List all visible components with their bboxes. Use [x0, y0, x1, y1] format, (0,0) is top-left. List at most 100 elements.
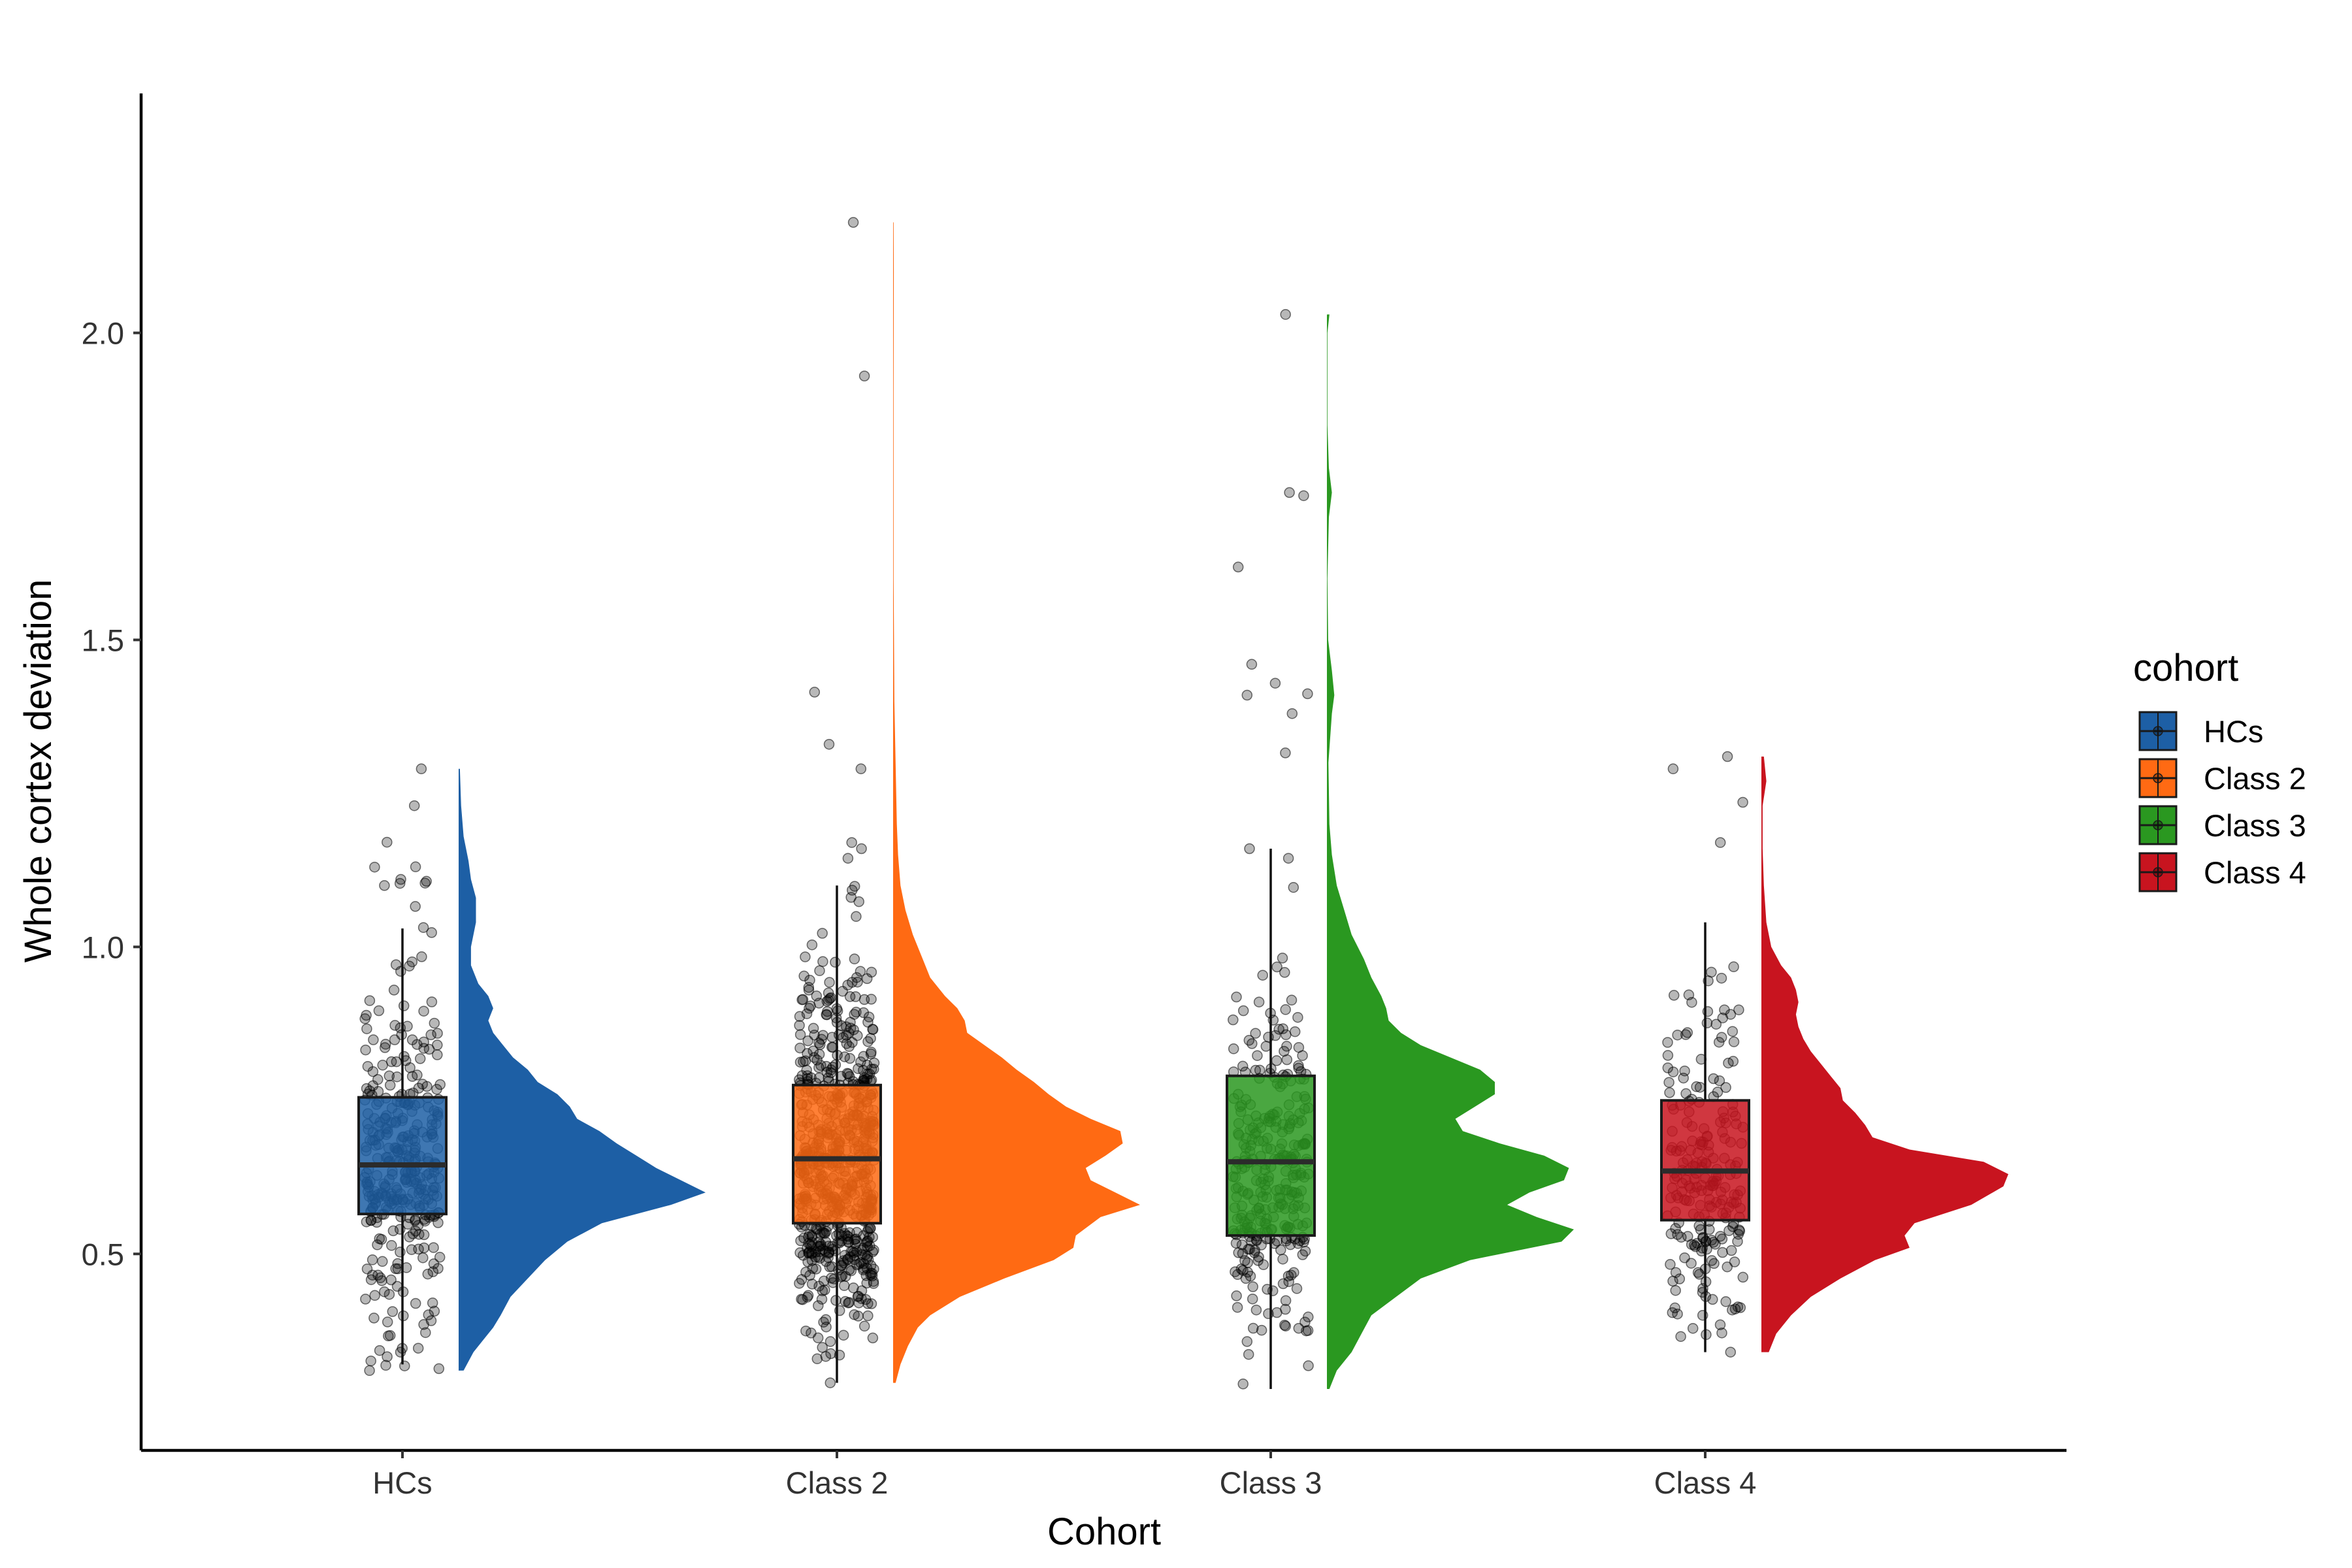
- data-point: [1252, 1255, 1264, 1266]
- data-point: [801, 1008, 813, 1019]
- data-point: [1728, 1036, 1740, 1047]
- data-point: [838, 1280, 850, 1292]
- density-layer: [459, 222, 2008, 1390]
- data-point: [1716, 1032, 1727, 1043]
- data-point: [419, 1215, 431, 1227]
- data-point: [798, 1056, 809, 1068]
- data-point: [425, 1029, 436, 1041]
- data-point: [858, 994, 870, 1005]
- data-point: [368, 1034, 379, 1045]
- data-point: [1691, 1081, 1702, 1092]
- data-point: [1246, 659, 1258, 670]
- data-point: [860, 1270, 872, 1281]
- legend-key-point: [2153, 726, 2163, 736]
- box-iqr: [792, 1083, 882, 1225]
- data-point: [849, 1009, 860, 1020]
- data-point: [1247, 1281, 1258, 1292]
- data-point: [794, 1278, 805, 1289]
- legend-item-hcs: HCs: [2138, 711, 2263, 751]
- data-point: [1281, 1041, 1292, 1052]
- data-point: [389, 1020, 400, 1031]
- density-cloud-class-4: [1761, 757, 2008, 1352]
- data-point: [386, 1240, 397, 1251]
- x-tick-label: HCs: [372, 1465, 432, 1500]
- data-point: [1686, 1258, 1697, 1269]
- legend-label: Class 4: [2204, 855, 2306, 890]
- data-point: [1665, 1259, 1676, 1270]
- data-point: [1280, 1295, 1292, 1306]
- data-point: [1244, 843, 1255, 855]
- data-point: [1283, 1276, 1294, 1287]
- data-point: [804, 1003, 815, 1014]
- data-point: [1737, 796, 1748, 808]
- data-point: [808, 1022, 819, 1034]
- data-point: [820, 1350, 832, 1362]
- data-point: [1232, 1301, 1243, 1313]
- data-point: [395, 1347, 406, 1358]
- data-point: [1732, 1301, 1744, 1313]
- data-point: [410, 901, 421, 912]
- data-point: [1710, 1019, 1722, 1030]
- data-point: [806, 1279, 818, 1290]
- legend: cohort HCs Class 2 Class 3 Class 4: [2133, 647, 2306, 892]
- data-point: [1253, 1251, 1264, 1263]
- data-point: [1260, 1041, 1272, 1052]
- x-ticks: HCs Class 2 Class 3 Class 4: [372, 1450, 1756, 1500]
- data-point: [428, 1258, 440, 1269]
- data-point: [862, 1068, 874, 1080]
- data-point: [379, 1286, 390, 1298]
- data-point: [402, 1218, 414, 1230]
- data-point: [1243, 1348, 1254, 1360]
- data-point: [1252, 1050, 1263, 1061]
- data-point: [1228, 1043, 1239, 1054]
- data-point: [421, 1081, 433, 1092]
- data-point: [1670, 1284, 1681, 1296]
- data-point: [1256, 1324, 1267, 1336]
- data-point: [412, 1343, 424, 1354]
- data-point: [1714, 1319, 1726, 1330]
- data-point: [364, 1365, 375, 1377]
- data-point: [845, 1265, 857, 1277]
- data-point: [1277, 1253, 1288, 1265]
- data-point: [1716, 1327, 1727, 1339]
- data-point: [1302, 688, 1313, 700]
- data-point: [1231, 1290, 1242, 1301]
- data-point: [394, 877, 406, 889]
- data-point: [1253, 996, 1265, 1007]
- data-point: [1667, 1066, 1679, 1077]
- data-point: [1727, 1026, 1739, 1037]
- legend-label: Class 3: [2204, 808, 2306, 843]
- x-tick-label: Class 2: [786, 1465, 889, 1500]
- data-point: [1279, 1045, 1290, 1057]
- data-point: [1280, 1303, 1291, 1315]
- data-point: [847, 217, 859, 228]
- data-point: [1232, 561, 1244, 573]
- x-axis-title: Cohort: [1047, 1511, 1161, 1553]
- data-point: [856, 843, 867, 855]
- boxplot-layer: [357, 848, 1750, 1390]
- data-point: [384, 1288, 395, 1300]
- data-point: [1299, 1245, 1311, 1257]
- data-point: [395, 874, 406, 885]
- axes-layer: [139, 93, 2066, 1452]
- data-point: [399, 1360, 410, 1371]
- data-point: [1243, 1035, 1255, 1046]
- data-point: [1717, 1012, 1729, 1024]
- data-point: [858, 1007, 870, 1019]
- legend-key-point: [2153, 820, 2163, 830]
- data-point: [1279, 1320, 1290, 1331]
- legend-item-class-3: Class 3: [2138, 805, 2306, 845]
- data-point: [1706, 1255, 1718, 1266]
- data-point: [826, 1032, 838, 1043]
- data-point: [374, 1233, 385, 1245]
- density-cloud-hcs: [459, 768, 706, 1371]
- data-point: [410, 1298, 421, 1309]
- data-point: [421, 875, 432, 887]
- boxplot-class-3: [1226, 848, 1316, 1390]
- data-point: [1722, 751, 1733, 762]
- data-point: [429, 1305, 440, 1317]
- data-point: [823, 987, 834, 998]
- data-point: [420, 1327, 431, 1338]
- legend-item-class-4: Class 4: [2138, 852, 2306, 892]
- data-point: [1662, 1037, 1673, 1048]
